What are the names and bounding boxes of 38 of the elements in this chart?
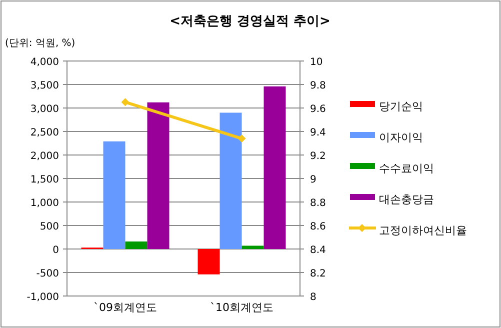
y-tick-label: 0: [52, 245, 59, 256]
bar: [147, 102, 170, 249]
bar: [220, 112, 242, 249]
x-tick-label: `10회계연도: [210, 301, 274, 314]
legend-label: 대손충당금: [379, 193, 434, 206]
y2-tick-label: 10: [310, 57, 323, 68]
y-tick-label: 3,000: [30, 104, 59, 115]
legend-label: 수수료이익: [379, 162, 434, 175]
y-tick-label: 1,000: [30, 198, 59, 209]
y2-tick-label: 9.2: [310, 151, 326, 162]
y2-tick-label: 8.6: [310, 222, 326, 232]
y-tick-label: 2,000: [30, 151, 59, 162]
y-tick-label: -500: [36, 268, 59, 280]
y-tick-label: 4,000: [30, 57, 59, 68]
bar: [103, 141, 126, 249]
y2-tick-label: 9.4: [310, 128, 326, 138]
y2-tick-label: 8.8: [310, 198, 326, 209]
y-tick-label: -1,000: [26, 292, 59, 303]
bar: [125, 241, 148, 249]
y2-tick-label: 8.4: [310, 245, 326, 256]
chart-title: <저축은행 경영실적 추이>: [170, 14, 330, 29]
bar: [242, 246, 264, 249]
legend-label: 당기순익: [379, 100, 423, 113]
y2-tick-label: 8: [310, 292, 316, 303]
y2-tick-label: 9: [310, 174, 316, 186]
y-tick-label: 500: [40, 222, 59, 232]
y-tick-label: 1,500: [30, 174, 59, 186]
bar: [264, 86, 286, 249]
bar: [198, 249, 220, 274]
y-tick-label: 2,500: [30, 128, 59, 138]
y-tick-label: 3,500: [30, 80, 59, 92]
text: (단위: 억원, %): [5, 38, 76, 49]
y2-tick-label: 8.2: [310, 268, 326, 280]
x-tick-label: `09회계연도: [94, 301, 157, 314]
legend-label: 이자이익: [379, 131, 423, 144]
y2-tick-label: 9.8: [310, 80, 326, 92]
y2-tick-label: 9.6: [310, 104, 326, 115]
legend-label: 고정이하여신비율: [379, 224, 467, 237]
